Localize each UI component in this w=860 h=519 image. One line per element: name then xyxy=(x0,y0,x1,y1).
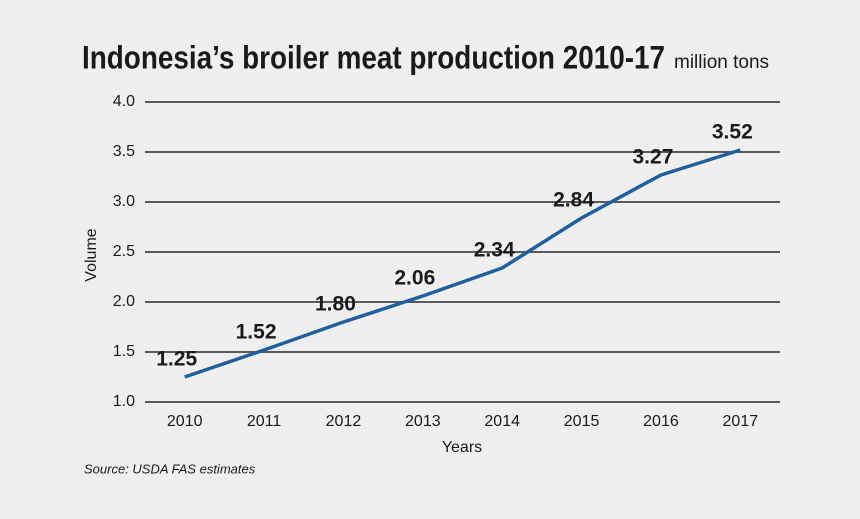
y-axis-label: Volume xyxy=(83,228,100,281)
y-tick-label: 2.0 xyxy=(113,293,135,310)
y-tick-label: 2.5 xyxy=(113,243,135,260)
unit-label: million tons xyxy=(674,52,769,73)
data-label: 2.84 xyxy=(553,189,594,212)
x-tick-label: 2016 xyxy=(643,413,679,430)
data-label: 1.52 xyxy=(236,321,277,344)
y-tick-label: 3.5 xyxy=(113,143,135,160)
data-line xyxy=(184,148,741,379)
data-label: 3.27 xyxy=(633,146,674,169)
y-tick-label: 3.0 xyxy=(113,193,135,210)
data-label: 3.52 xyxy=(712,121,753,144)
y-tick-label: 4.0 xyxy=(113,93,135,110)
x-tick-label: 2012 xyxy=(326,413,362,430)
x-tick-label: 2015 xyxy=(564,413,600,430)
y-tick-label: 1.0 xyxy=(113,393,135,410)
data-label: 2.34 xyxy=(474,239,515,262)
data-label: 1.80 xyxy=(315,293,356,316)
data-label: 2.06 xyxy=(394,267,435,290)
y-tick-label: 1.5 xyxy=(113,343,135,360)
x-tick-label: 2013 xyxy=(405,413,441,430)
source-note: Source: USDA FAS estimates xyxy=(84,461,256,476)
x-tick-label: 2017 xyxy=(723,413,759,430)
x-tick-label: 2011 xyxy=(247,413,282,430)
x-tick-label: 2014 xyxy=(484,413,520,430)
chart-title: Indonesia’s broiler meat production 2010… xyxy=(82,39,665,75)
x-axis-label: Years xyxy=(442,439,482,456)
data-label: 1.25 xyxy=(156,348,197,371)
x-tick-label: 2010 xyxy=(167,413,203,430)
